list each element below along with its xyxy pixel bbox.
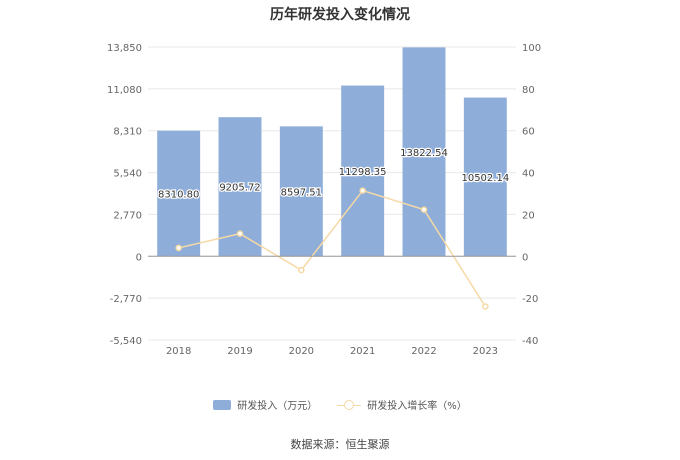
data-labels: 8310.80 9205.72 8597.51 11298.35 13822.54 105… — [157, 147, 511, 202]
right-axis-tick-label: 60 — [522, 127, 535, 138]
growth-point-2021 — [359, 187, 366, 194]
right-axis-tick-label: 0 — [522, 252, 528, 263]
legend-label-rd-spend: 研发投入（万元） — [237, 401, 318, 412]
right-axis-tick-label: 80 — [522, 85, 535, 96]
left-axis-tick-label: 13,850 — [107, 43, 142, 54]
bar-value-label: 10502.14 — [461, 173, 509, 184]
legend-bar-swatch — [213, 399, 232, 410]
legend-line-swatch — [337, 399, 362, 410]
grid-lines — [148, 46, 516, 341]
bar-2020 — [279, 126, 323, 257]
growth-line — [175, 187, 489, 310]
x-axis-tick-label: 2023 — [473, 346, 498, 357]
x-axis-tick-label: 2018 — [166, 346, 191, 357]
left-axis-tick-label: 8,310 — [113, 127, 142, 138]
x-axis-tick-label: 2022 — [411, 346, 436, 357]
chart-title: 历年研发投入变化情况 — [270, 7, 410, 23]
bar-value-label: 8310.80 — [158, 189, 199, 200]
left-axis-tick-label: 5,540 — [113, 169, 142, 180]
bar-2018 — [157, 130, 201, 257]
right-axis-tick-label: 100 — [522, 43, 541, 54]
growth-point-2022 — [420, 206, 428, 213]
left-axis-tick-label: -2,770 — [110, 294, 142, 305]
bar-2022 — [402, 47, 446, 257]
right-axis-tick-label: 40 — [522, 169, 535, 180]
right-axis-tick-label: -20 — [522, 294, 538, 305]
legend-item-growth-rate[interactable]: 研发投入增长率（%） — [337, 397, 467, 412]
x-axis-tick-label: 2021 — [350, 346, 375, 357]
growth-rate-line — [178, 189, 486, 307]
bar-value-label: 9205.72 — [219, 183, 260, 194]
growth-point-2019 — [236, 230, 244, 237]
left-axis-tick-label: -5,540 — [110, 336, 142, 347]
right-axis-tick-label: -40 — [522, 336, 538, 347]
growth-point-2018 — [175, 244, 182, 252]
bars — [157, 47, 507, 257]
left-axis-tick-label: 0 — [136, 252, 142, 263]
legend-item-rd-spend[interactable]: 研发投入（万元） — [213, 397, 317, 412]
right-axis-tick-label: 20 — [522, 210, 535, 221]
bar-2021 — [341, 85, 385, 257]
growth-point-2020 — [298, 266, 305, 274]
x-axis-tick-label: 2019 — [227, 346, 252, 357]
bar-value-label: 11298.35 — [339, 167, 387, 178]
x-axis-tick-label: 2020 — [289, 346, 314, 357]
left-axis-tick-label: 11,080 — [107, 85, 142, 96]
legend-label-growth-rate: 研发投入增长率（%） — [367, 401, 467, 412]
bar-value-label: 13822.54 — [400, 148, 448, 159]
bar-2023 — [463, 97, 507, 257]
growth-point-2023 — [482, 303, 489, 310]
data-source-note: 数据来源：恒生聚源 — [290, 438, 390, 451]
left-axis-tick-label: 2,770 — [113, 210, 142, 221]
bar-value-label: 8597.51 — [281, 187, 322, 198]
legend: 研发投入（万元） 研发投入增长率（%） — [0, 397, 680, 412]
axes: 13,850 100 11,080 80 8,310 60 5,540 40 2,770 20 0 0… — [107, 43, 541, 357]
